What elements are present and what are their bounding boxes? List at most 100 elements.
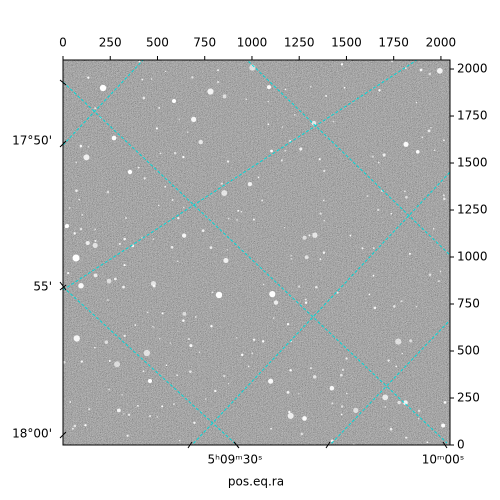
star <box>215 291 223 299</box>
star <box>143 349 151 357</box>
star <box>377 161 380 164</box>
star <box>270 427 272 430</box>
star <box>123 334 126 338</box>
star <box>113 277 117 281</box>
star <box>428 273 432 277</box>
y-tick-label: 1000 <box>457 250 488 264</box>
tick <box>59 431 67 439</box>
star <box>182 155 185 159</box>
star <box>118 242 121 246</box>
star <box>262 283 265 286</box>
star <box>107 299 109 301</box>
star <box>318 158 321 161</box>
star <box>134 324 137 326</box>
star <box>405 67 407 69</box>
star <box>123 413 125 415</box>
star <box>395 338 402 345</box>
star <box>81 213 84 216</box>
y-tick-label: 250 <box>457 391 480 405</box>
star <box>142 96 146 100</box>
star <box>156 416 159 418</box>
star <box>88 408 91 411</box>
star <box>401 352 403 355</box>
star <box>170 245 174 249</box>
star <box>127 413 131 416</box>
stars <box>63 60 447 445</box>
star <box>209 246 213 249</box>
star <box>340 63 344 66</box>
star <box>177 216 180 220</box>
star <box>427 129 431 133</box>
star <box>106 278 112 284</box>
star <box>222 94 227 99</box>
star <box>290 255 292 257</box>
star <box>287 412 294 419</box>
star <box>126 434 129 437</box>
star <box>198 139 203 145</box>
tick <box>233 441 240 449</box>
tick <box>59 79 67 86</box>
star <box>93 273 98 278</box>
x-tick-label: 0 <box>59 36 67 50</box>
star <box>377 208 380 211</box>
star <box>207 88 214 95</box>
y-tick-label: 1750 <box>457 109 488 123</box>
star <box>312 232 318 238</box>
star <box>75 161 78 164</box>
star <box>288 139 292 143</box>
star <box>67 272 70 275</box>
star <box>405 436 408 439</box>
star <box>169 342 172 344</box>
star <box>252 218 255 221</box>
star <box>198 351 200 353</box>
tick <box>325 441 331 449</box>
star <box>217 69 220 72</box>
star <box>78 198 81 201</box>
star <box>247 181 253 187</box>
star <box>73 424 77 428</box>
x-tick-label: 1250 <box>284 36 315 50</box>
star <box>181 233 187 238</box>
star <box>436 67 443 74</box>
star <box>79 227 83 231</box>
star <box>191 76 194 79</box>
star <box>409 339 413 343</box>
star <box>152 325 154 328</box>
star <box>439 270 442 273</box>
star <box>340 405 344 408</box>
star <box>173 403 175 405</box>
star <box>191 116 197 122</box>
tick <box>187 441 193 449</box>
star <box>83 154 90 161</box>
star <box>319 212 322 215</box>
star <box>223 257 229 263</box>
star <box>173 151 177 155</box>
star <box>150 78 153 80</box>
star <box>80 360 83 363</box>
star <box>171 199 174 202</box>
star <box>273 300 279 305</box>
star <box>443 401 447 404</box>
star <box>73 335 80 342</box>
star <box>69 207 71 209</box>
star <box>270 149 273 153</box>
y-tick-label: 1250 <box>457 203 488 217</box>
star <box>419 68 423 72</box>
star <box>148 414 152 418</box>
ra-tick-label: 10ᵐ00ˢ <box>422 453 465 467</box>
star <box>311 120 317 126</box>
star <box>116 408 121 413</box>
star <box>137 166 140 169</box>
star <box>382 153 386 157</box>
star <box>403 141 409 147</box>
star <box>161 312 164 315</box>
star <box>273 317 275 319</box>
star <box>329 385 335 391</box>
y-tick-label: 500 <box>457 344 480 358</box>
tick <box>59 140 67 148</box>
star <box>146 311 149 314</box>
star <box>442 139 445 142</box>
y-tick-label: 1500 <box>457 156 488 170</box>
star <box>262 340 265 343</box>
